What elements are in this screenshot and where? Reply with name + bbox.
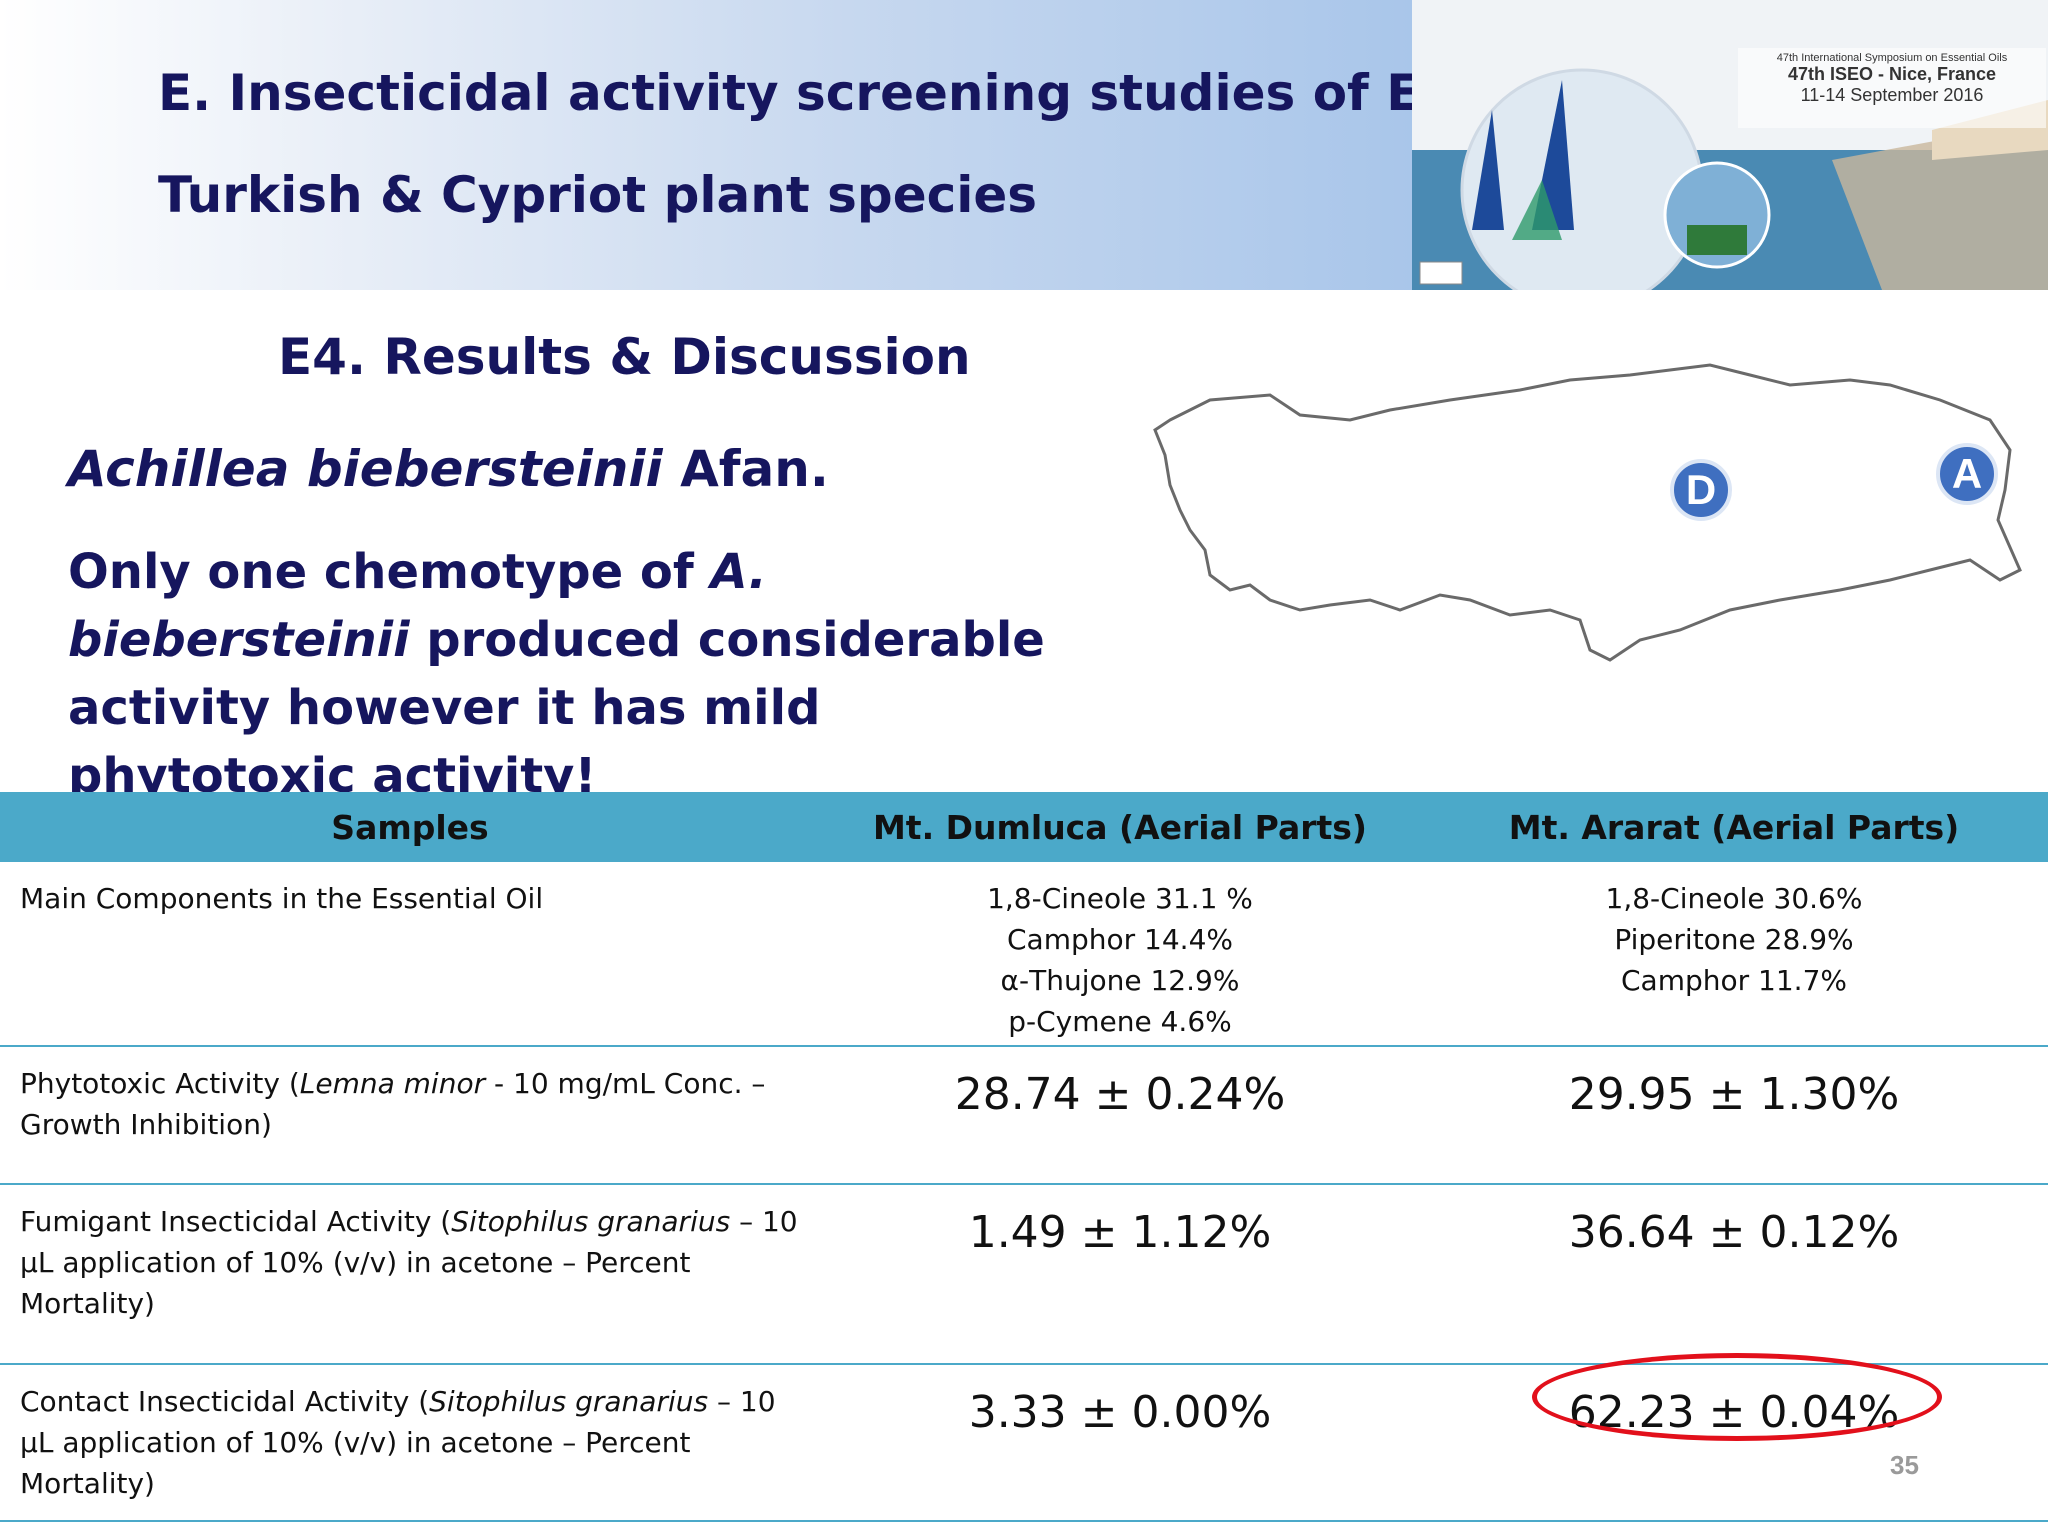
banner-text: 47th International Symposium on Essentia… xyxy=(1742,52,2042,106)
species-author: Afan. xyxy=(662,440,829,498)
label-text: Fumigant Insecticidal Activity ( xyxy=(20,1205,452,1238)
label-species: Sitophilus granarius xyxy=(429,1385,709,1418)
table-row: Fumigant Insecticidal Activity (Sitophil… xyxy=(0,1184,2048,1365)
header-samples: Samples xyxy=(0,792,820,862)
banner-line3: 11-14 September 2016 xyxy=(1800,85,1984,105)
label-text: – 10 µL application of 10% (v/v) in acet… xyxy=(20,1385,776,1500)
results-table: Samples Mt. Dumluca (Aerial Parts) Mt. A… xyxy=(0,792,2048,1522)
species-name: Achillea biebersteinii Afan. xyxy=(68,440,829,498)
slide-title-line2: Turkish & Cypriot plant species xyxy=(158,166,1038,224)
component-item: Camphor 14.4% xyxy=(1007,923,1233,956)
ararat-phytotoxic-value: 29.95 ± 1.30% xyxy=(1420,1046,2048,1185)
label-text: Phytotoxic Activity ( xyxy=(20,1067,300,1100)
slide-title-line1: E. Insecticidal activity screening studi… xyxy=(158,64,1614,122)
table-row: Main Components in the Essential Oil 1,8… xyxy=(0,862,2048,1047)
row-label-fumigant: Fumigant Insecticidal Activity (Sitophil… xyxy=(0,1184,820,1365)
dumluca-components: 1,8-Cineole 31.1 % Camphor 14.4% α-Thujo… xyxy=(820,862,1420,1047)
ararat-fumigant-value: 36.64 ± 0.12% xyxy=(1420,1184,2048,1365)
header-band xyxy=(0,0,1412,290)
page-number: 35 xyxy=(1890,1450,1919,1480)
label-text: Contact Insecticidal Activity ( xyxy=(20,1385,430,1418)
statement-part2: produced considerable activity however i… xyxy=(68,612,1045,804)
dumluca-phytotoxic-value: 28.74 ± 0.24% xyxy=(820,1046,1420,1185)
label-species: Lemna minor xyxy=(299,1067,486,1100)
label-text: – 10 µL application of 10% (v/v) in acet… xyxy=(20,1205,798,1320)
component-item: 1,8-Cineole 30.6% xyxy=(1605,882,1863,915)
header-dumluca: Mt. Dumluca (Aerial Parts) xyxy=(820,792,1420,862)
map-marker-a: A xyxy=(1936,443,1998,505)
row-label-contact: Contact Insecticidal Activity (Sitophilu… xyxy=(0,1364,820,1522)
ararat-components: 1,8-Cineole 30.6% Piperitone 28.9% Camph… xyxy=(1420,862,2048,1047)
highlight-circle xyxy=(1532,1353,1942,1441)
component-item: Piperitone 28.9% xyxy=(1614,923,1854,956)
component-item: Camphor 11.7% xyxy=(1621,964,1847,997)
table-row: Phytotoxic Activity (Lemna minor - 10 mg… xyxy=(0,1046,2048,1185)
component-item: p-Cymene 4.6% xyxy=(1008,1005,1232,1038)
row-label-components: Main Components in the Essential Oil xyxy=(0,862,820,1047)
statement-italic: A. biebersteinii xyxy=(68,544,767,668)
dumluca-fumigant-value: 1.49 ± 1.12% xyxy=(820,1184,1420,1365)
label-text: - 10 mg/mL Conc. – Growth Inhibition) xyxy=(20,1067,766,1141)
header-ararat: Mt. Ararat (Aerial Parts) xyxy=(1420,792,2048,862)
table-header-row: Samples Mt. Dumluca (Aerial Parts) Mt. A… xyxy=(0,792,2048,862)
result-statement: Only one chemotype of A. biebersteinii p… xyxy=(68,538,1068,810)
label-species: Sitophilus granarius xyxy=(451,1205,731,1238)
turkey-map-outline xyxy=(1153,363,2022,662)
section-subheading: E4. Results & Discussion xyxy=(278,328,971,386)
banner-line1: 47th International Symposium on Essentia… xyxy=(1776,52,2008,64)
component-item: 1,8-Cineole 31.1 % xyxy=(987,882,1253,915)
conference-banner-image: 47th International Symposium on Essentia… xyxy=(1412,0,2048,290)
table-row: Contact Insecticidal Activity (Sitophilu… xyxy=(0,1364,2048,1522)
statement-part1: Only one chemotype of xyxy=(68,544,711,600)
map-border-path xyxy=(1153,363,2022,662)
species-binomial: Achillea biebersteinii xyxy=(68,440,663,498)
row-label-phytotoxic: Phytotoxic Activity (Lemna minor - 10 mg… xyxy=(0,1046,820,1185)
banner-line2: 47th ISEO - Nice, France xyxy=(1787,64,1997,84)
dumluca-contact-value: 3.33 ± 0.00% xyxy=(820,1364,1420,1522)
banner-artwork xyxy=(1412,0,2048,290)
map-marker-d: D xyxy=(1670,459,1732,521)
component-item: α-Thujone 12.9% xyxy=(1000,964,1240,997)
